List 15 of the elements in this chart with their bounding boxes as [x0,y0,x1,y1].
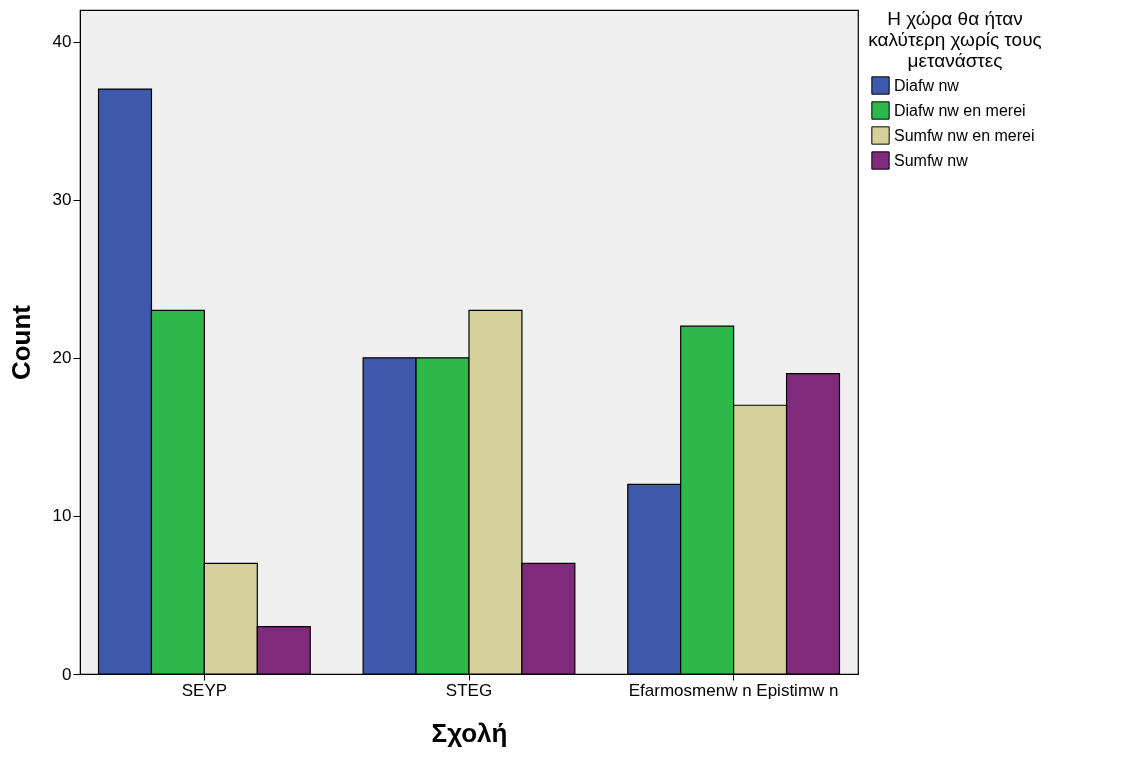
legend-label: Diafw nw en merei [894,101,1026,119]
x-axis-title: Σχολή [431,717,508,748]
x-tick-label: Efarmosmenw n Epistimw n [628,680,839,700]
x-tick-label: SEYP [181,680,228,700]
y-tick-label: 0 [62,664,72,684]
y-tick-label: 10 [52,506,72,526]
legend-label: Sumfw nw [894,151,969,169]
y-tick-label: 40 [52,32,72,52]
y-tick-label: 30 [52,190,72,210]
y-axis-title: Count [5,304,36,381]
legend-label: Diafw nw [894,76,960,94]
x-tick-label: STEG [445,680,493,700]
legend-title: Η χώρα θα ήταν καλύτερη χωρίς τους μετανάστες [868,8,1042,71]
legend-label: Sumfw nw en merei [894,126,1035,144]
y-tick-label: 20 [52,348,72,368]
